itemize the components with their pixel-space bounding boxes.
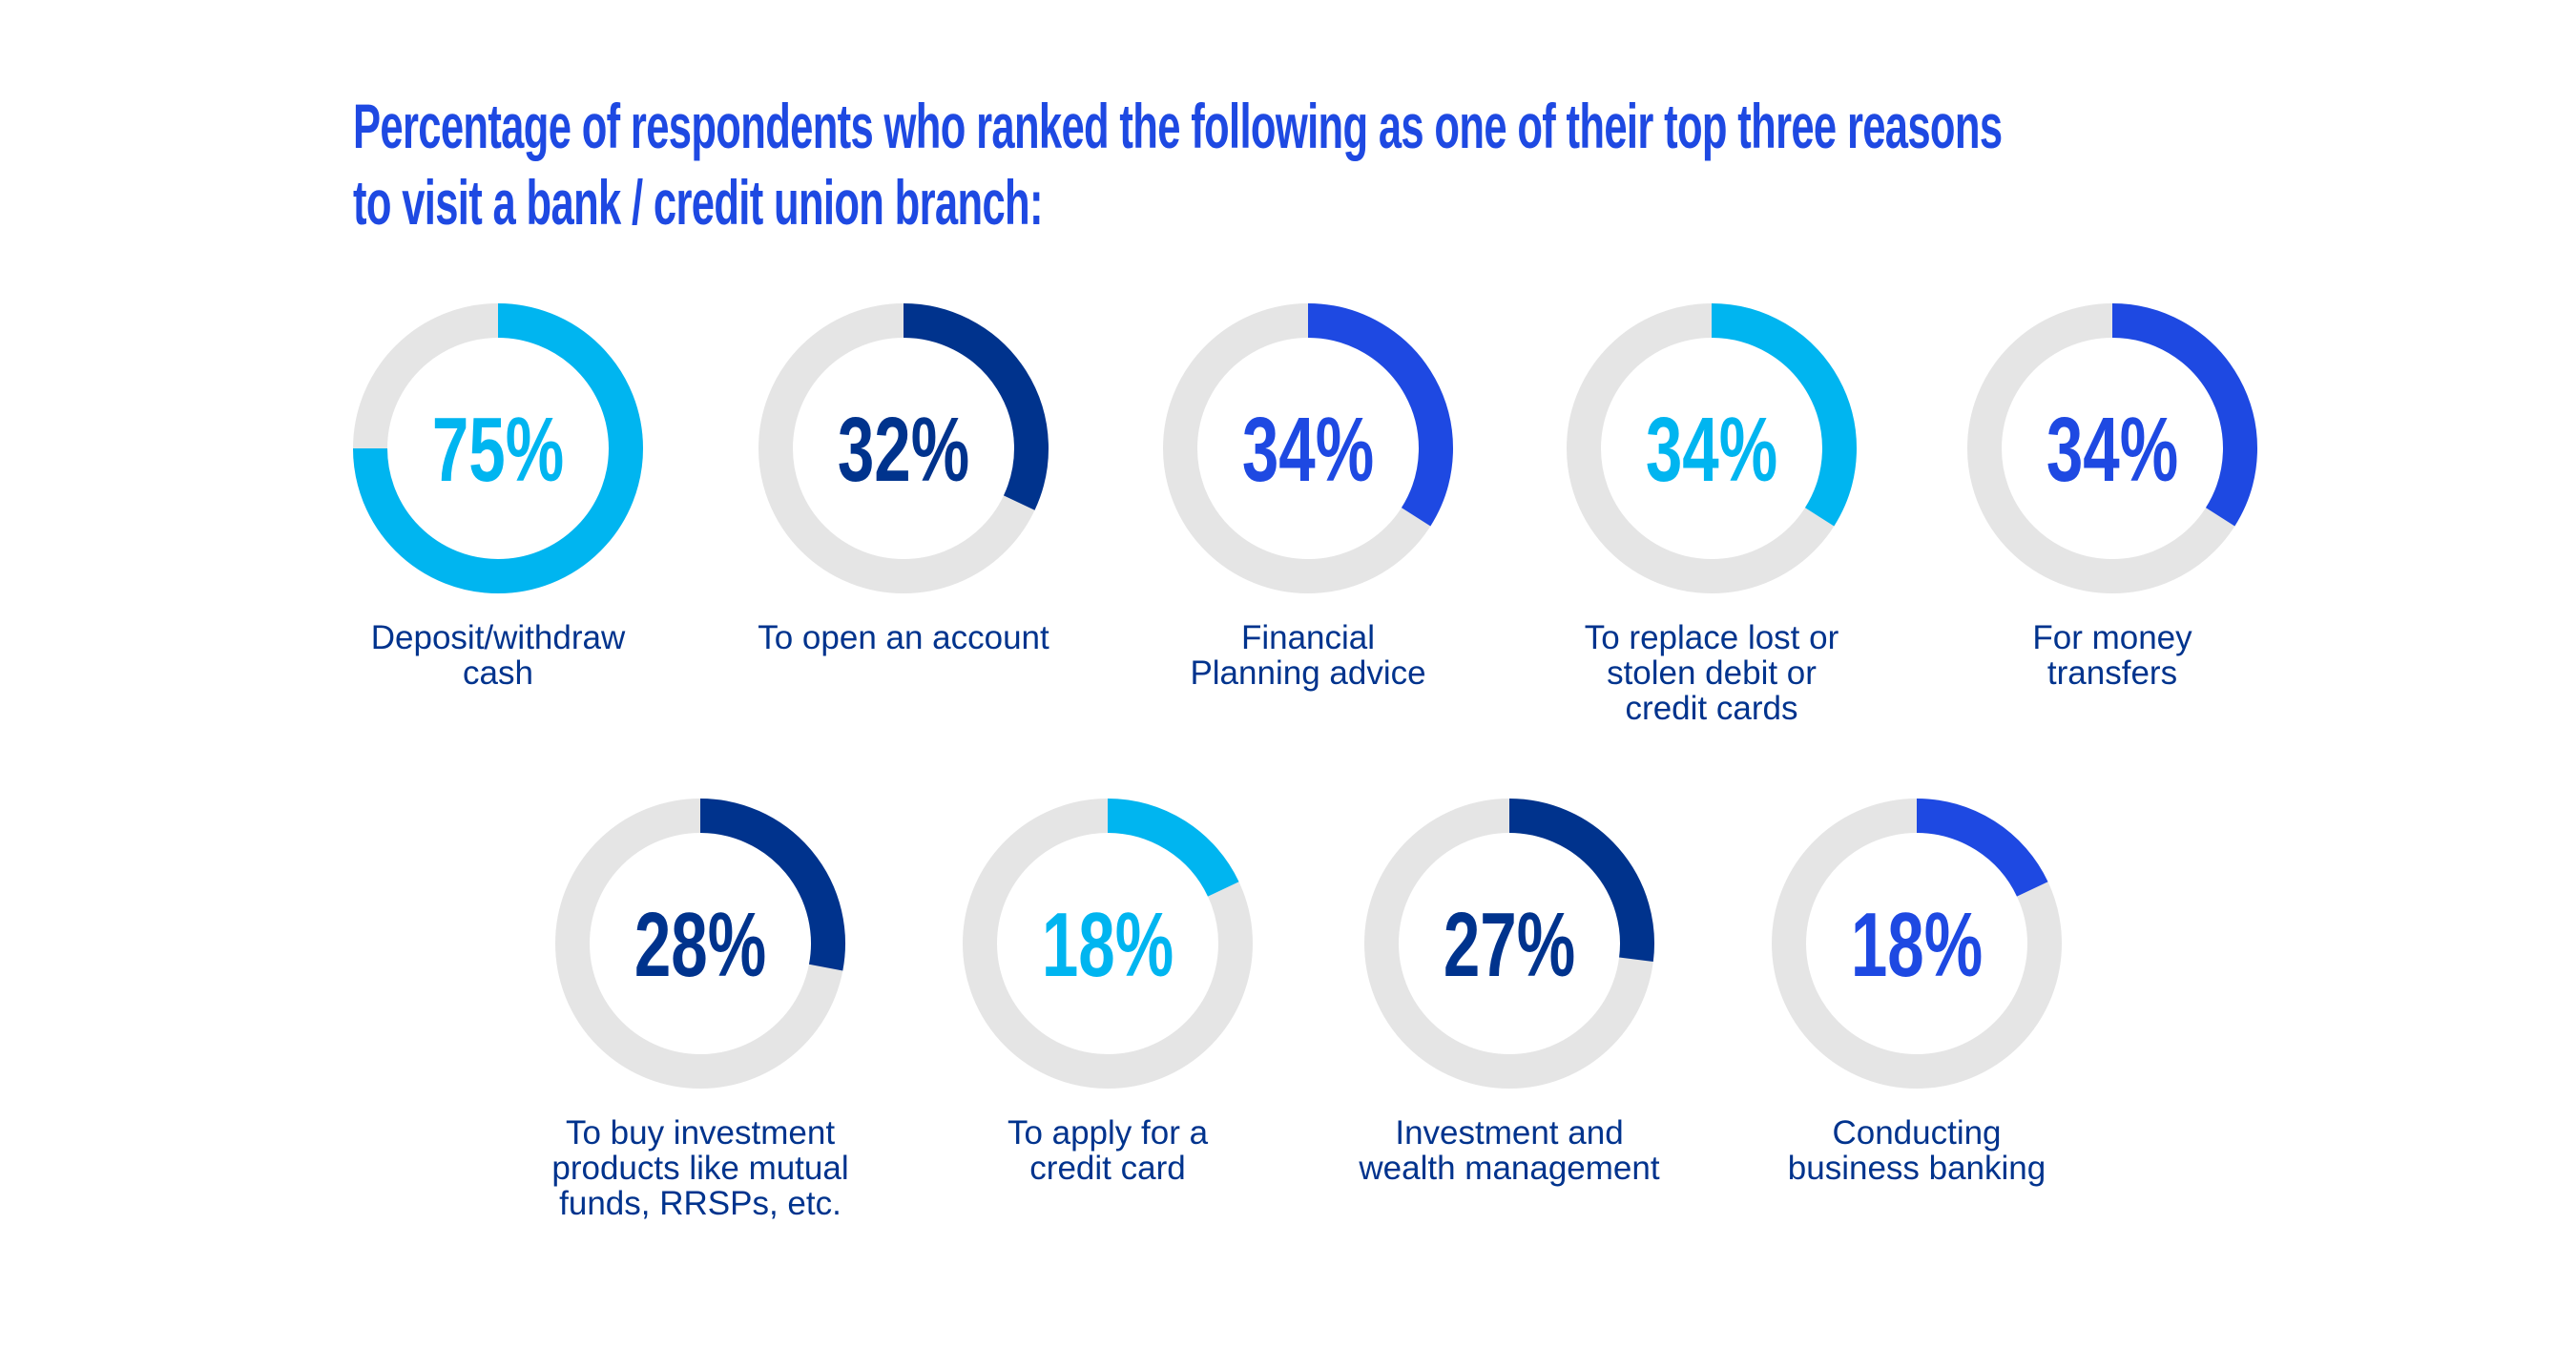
- donut-category-label: To open an account: [758, 619, 1049, 656]
- donut-value-label: 34%: [1242, 398, 1374, 501]
- donut-category-label: Deposit/withdraw cash: [370, 619, 626, 692]
- donut-5: 34%: [1967, 303, 2257, 593]
- donut-1: 75%: [353, 303, 643, 593]
- donut-value-label: 18%: [1851, 893, 1983, 996]
- donut-arc: [1107, 799, 1239, 898]
- donut-arc: [353, 303, 643, 593]
- donut-value-label: 32%: [838, 398, 969, 501]
- donut-value-label: 28%: [634, 893, 766, 996]
- donut-category-label: For money transfers: [2032, 619, 2192, 692]
- donut-category-label: To buy investment products like mutual fun…: [551, 1114, 849, 1222]
- donut-category-label: Investment and wealth management: [1359, 1114, 1660, 1187]
- donut-value-label: 75%: [432, 398, 564, 501]
- donut-arc: [1711, 303, 1857, 527]
- donut-arc: [1307, 303, 1453, 527]
- donut-8: 27%: [1364, 799, 1654, 1089]
- donut-arc: [1508, 799, 1654, 963]
- donut-value-label: 34%: [1646, 398, 1777, 501]
- chart-title-line-2: to visit a bank / credit union branch:: [353, 167, 1043, 238]
- donut-7: 18%: [963, 799, 1253, 1089]
- donut-value-label: 34%: [2046, 398, 2178, 501]
- donut-4: 34%: [1567, 303, 1857, 593]
- donut-value-label: 18%: [1042, 893, 1174, 996]
- donut-category-label: Financial Planning advice: [1190, 619, 1426, 692]
- donut-arc: [699, 799, 845, 971]
- donut-category-label: To apply for a credit card: [1007, 1114, 1209, 1187]
- donut-9: 18%: [1772, 799, 2062, 1089]
- chart-title-line-1: Percentage of respondents who ranked the…: [353, 91, 2003, 161]
- donut-6: 28%: [555, 799, 845, 1089]
- donut-2: 32%: [758, 303, 1049, 593]
- donut-category-label: To replace lost or stolen debit or credit …: [1584, 619, 1839, 727]
- donut-arc: [2111, 303, 2257, 527]
- chart-title: Percentage of respondents who ranked the…: [353, 88, 2003, 240]
- donut-arc: [903, 303, 1049, 510]
- donut-3: 34%: [1163, 303, 1453, 593]
- donut-category-label: Conducting business banking: [1787, 1114, 2046, 1187]
- donut-arc: [1916, 799, 2048, 898]
- donut-value-label: 27%: [1444, 893, 1575, 996]
